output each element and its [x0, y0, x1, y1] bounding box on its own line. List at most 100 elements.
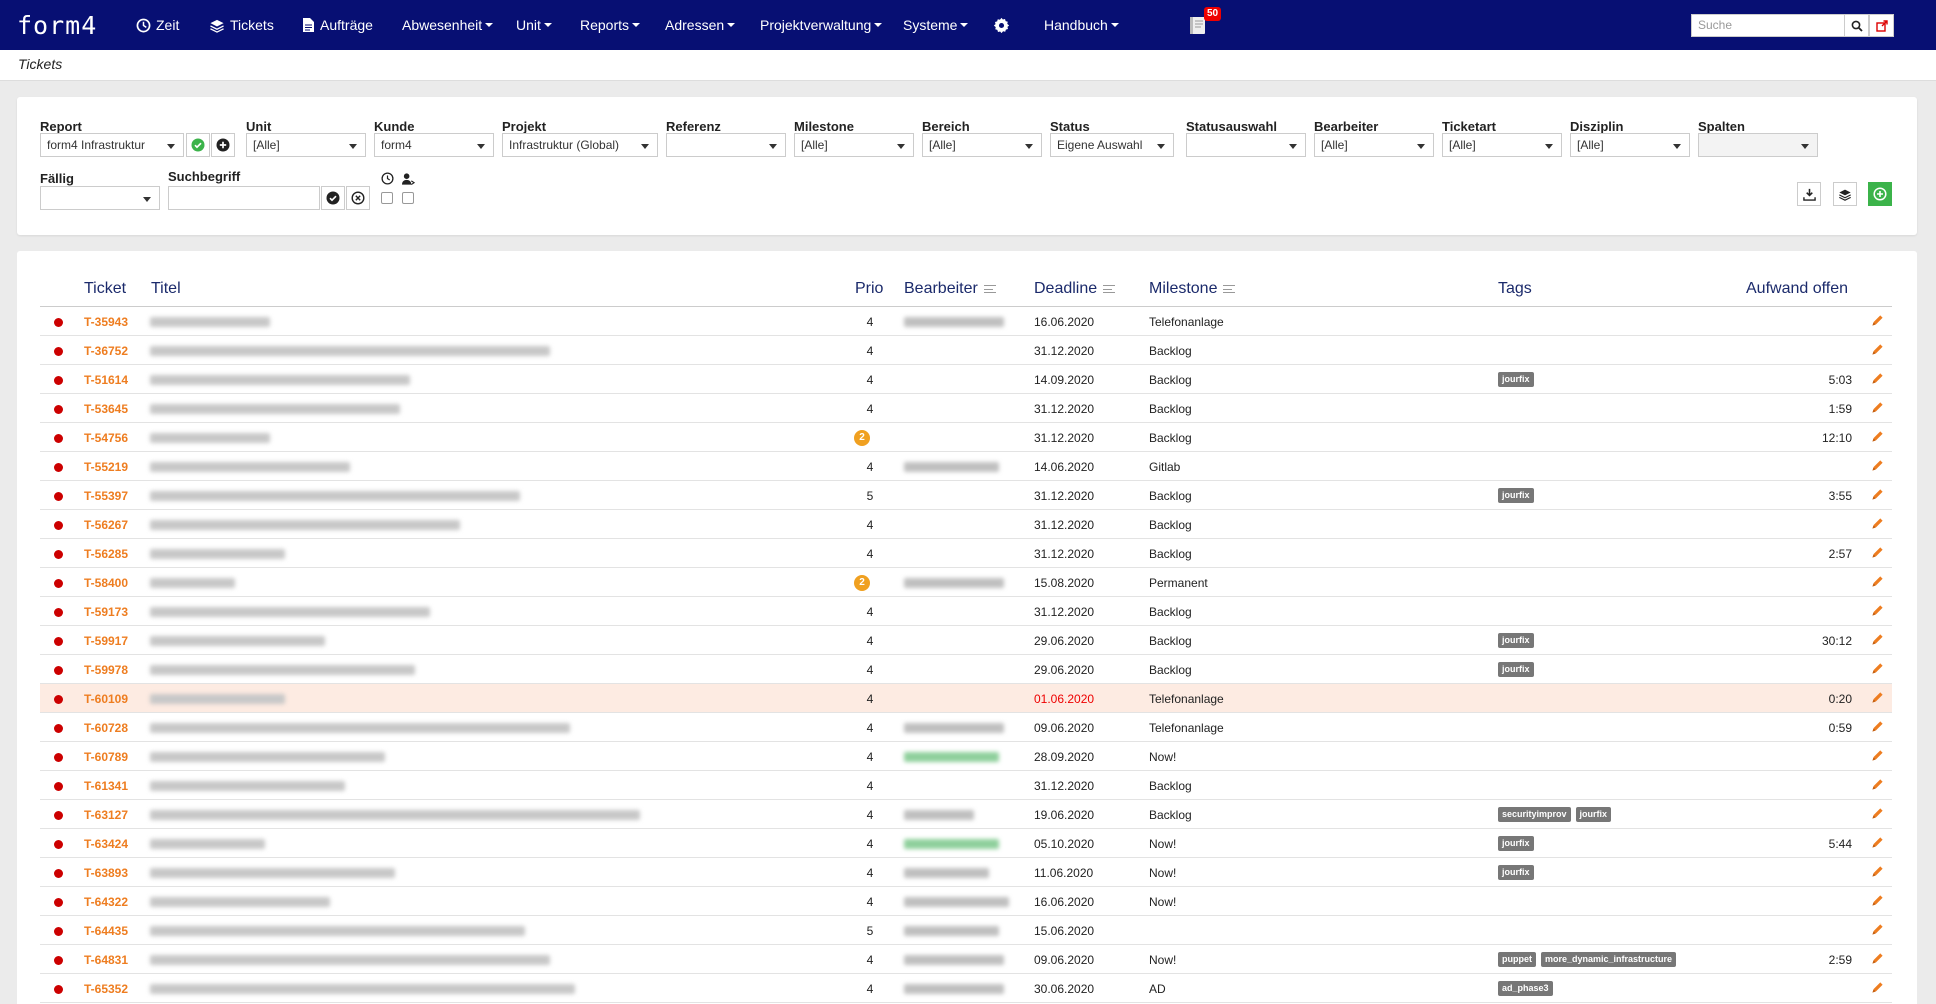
nav-projektverwaltung[interactable]: Projektverwaltung — [760, 0, 883, 50]
ticket-link[interactable]: T-63893 — [84, 866, 129, 880]
tag-badge[interactable]: puppet — [1498, 952, 1536, 967]
ticket-link[interactable]: T-59173 — [84, 605, 129, 619]
spalten-select[interactable] — [1698, 133, 1818, 157]
app-logo[interactable]: form4 — [17, 11, 98, 40]
nav-auftraege[interactable]: Aufträge — [302, 0, 373, 50]
ticket-title[interactable] — [150, 897, 330, 907]
tag-badge[interactable]: jourfix — [1575, 807, 1612, 822]
table-row[interactable]: T-56267 4 31.12.2020 Backlog — [40, 510, 1892, 539]
ticket-link[interactable]: T-61341 — [84, 779, 129, 793]
disziplin-select[interactable]: [Alle] — [1570, 133, 1690, 157]
edit-button[interactable] — [1871, 401, 1884, 417]
ticket-link[interactable]: T-64322 — [84, 895, 129, 909]
ticket-link[interactable]: T-64831 — [84, 953, 129, 967]
edit-button[interactable] — [1871, 981, 1884, 997]
edit-button[interactable] — [1871, 836, 1884, 852]
table-row[interactable]: T-55397 5 31.12.2020 Backlog jourfix 3:55 — [40, 481, 1892, 510]
layers-button[interactable] — [1833, 182, 1857, 206]
statusauswahl-select[interactable] — [1186, 133, 1306, 157]
ticket-title[interactable] — [150, 868, 395, 878]
settings-button[interactable] — [993, 0, 1015, 50]
bereich-select[interactable]: [Alle] — [922, 133, 1042, 157]
table-row[interactable]: T-54756 2 31.12.2020 Backlog 12:10 — [40, 423, 1892, 452]
ticket-link[interactable]: T-55219 — [84, 460, 129, 474]
edit-button[interactable] — [1871, 807, 1884, 823]
edit-button[interactable] — [1871, 865, 1884, 881]
edit-button[interactable] — [1871, 517, 1884, 533]
edit-button[interactable] — [1871, 372, 1884, 388]
notifications-button[interactable] — [1188, 0, 1213, 50]
table-row[interactable]: T-58400 2 15.08.2020 Permanent — [40, 568, 1892, 597]
col-ticket-header[interactable]: Ticket — [84, 280, 127, 297]
edit-button[interactable] — [1871, 662, 1884, 678]
tag-badge[interactable]: jourfix — [1498, 372, 1534, 387]
table-row[interactable]: T-60728 4 09.06.2020 Telefonanlage 0:59 — [40, 713, 1892, 742]
ticket-title[interactable] — [150, 984, 575, 994]
ticket-link[interactable]: T-60728 — [84, 721, 129, 735]
table-row[interactable]: T-64322 4 16.06.2020 Now! — [40, 887, 1892, 916]
referenz-select[interactable] — [666, 133, 786, 157]
assigned-checkbox[interactable] — [402, 192, 414, 204]
tag-badge[interactable]: jourfix — [1498, 865, 1534, 880]
nav-systeme[interactable]: Systeme — [903, 0, 969, 50]
search-apply-button[interactable] — [321, 186, 345, 210]
edit-button[interactable] — [1871, 749, 1884, 765]
col-prio-header[interactable]: Prio — [855, 280, 884, 297]
ticket-title[interactable] — [150, 723, 570, 733]
ticket-title[interactable] — [150, 810, 640, 820]
external-link-button[interactable] — [1869, 14, 1894, 37]
nav-unit[interactable]: Unit — [516, 0, 552, 50]
edit-button[interactable] — [1871, 691, 1884, 707]
edit-button[interactable] — [1871, 488, 1884, 504]
tag-badge[interactable]: more_dynamic_infrastructure — [1541, 952, 1677, 967]
ticket-link[interactable]: T-60109 — [84, 692, 129, 706]
ticket-title[interactable] — [150, 955, 550, 965]
ticket-title[interactable] — [150, 752, 385, 762]
tag-badge[interactable]: jourfix — [1498, 633, 1534, 648]
table-row[interactable]: T-59173 4 31.12.2020 Backlog — [40, 597, 1892, 626]
nav-adressen[interactable]: Adressen — [665, 0, 736, 50]
ticket-link[interactable]: T-63127 — [84, 808, 129, 822]
ticket-title[interactable] — [150, 665, 415, 675]
edit-button[interactable] — [1871, 952, 1884, 968]
ticketart-select[interactable]: [Alle] — [1442, 133, 1562, 157]
table-row[interactable]: T-63424 4 05.10.2020 Now! jourfix 5:44 — [40, 829, 1892, 858]
add-ticket-button[interactable] — [1868, 182, 1892, 206]
search-input[interactable]: Suche — [1691, 14, 1845, 37]
ticket-link[interactable]: T-60789 — [84, 750, 129, 764]
overdue-checkbox[interactable] — [381, 192, 393, 204]
tag-badge[interactable]: jourfix — [1498, 836, 1534, 851]
ticket-title[interactable] — [150, 781, 345, 791]
edit-button[interactable] — [1871, 894, 1884, 910]
ticket-title[interactable] — [150, 433, 270, 443]
ticket-title[interactable] — [150, 549, 285, 559]
table-row[interactable]: T-60109 4 01.06.2020 Telefonanlage 0:20 — [40, 684, 1892, 713]
table-row[interactable]: T-64435 5 15.06.2020 — [40, 916, 1892, 945]
table-row[interactable]: T-63893 4 11.06.2020 Now! jourfix — [40, 858, 1892, 887]
table-row[interactable]: T-64831 4 09.06.2020 Now! puppet more_dynamic… — [40, 945, 1892, 974]
status-select[interactable]: Eigene Auswahl — [1050, 133, 1174, 157]
col-bearbeiter-header[interactable]: Bearbeiter — [904, 280, 996, 298]
table-row[interactable]: T-55219 4 14.06.2020 Gitlab — [40, 452, 1892, 481]
milestone-select[interactable]: [Alle] — [794, 133, 914, 157]
report-add-button[interactable] — [211, 133, 235, 157]
ticket-link[interactable]: T-56267 — [84, 518, 129, 532]
report-select[interactable]: form4 Infrastruktur — [40, 133, 184, 157]
ticket-link[interactable]: T-63424 — [84, 837, 129, 851]
kunde-select[interactable]: form4 — [374, 133, 494, 157]
edit-button[interactable] — [1871, 575, 1884, 591]
col-milestone-header[interactable]: Milestone — [1149, 280, 1236, 298]
ticket-title[interactable] — [150, 520, 460, 530]
ticket-link[interactable]: T-56285 — [84, 547, 129, 561]
ticket-link[interactable]: T-51614 — [84, 373, 129, 387]
search-clear-button[interactable] — [346, 186, 370, 210]
ticket-title[interactable] — [150, 636, 325, 646]
ticket-title[interactable] — [150, 317, 270, 327]
col-titel-header[interactable]: Titel — [151, 280, 181, 297]
ticket-title[interactable] — [150, 404, 400, 414]
ticket-title[interactable] — [150, 491, 520, 501]
ticket-link[interactable]: T-59978 — [84, 663, 129, 677]
ticket-link[interactable]: T-55397 — [84, 489, 129, 503]
table-row[interactable]: T-56285 4 31.12.2020 Backlog 2:57 — [40, 539, 1892, 568]
edit-button[interactable] — [1871, 778, 1884, 794]
